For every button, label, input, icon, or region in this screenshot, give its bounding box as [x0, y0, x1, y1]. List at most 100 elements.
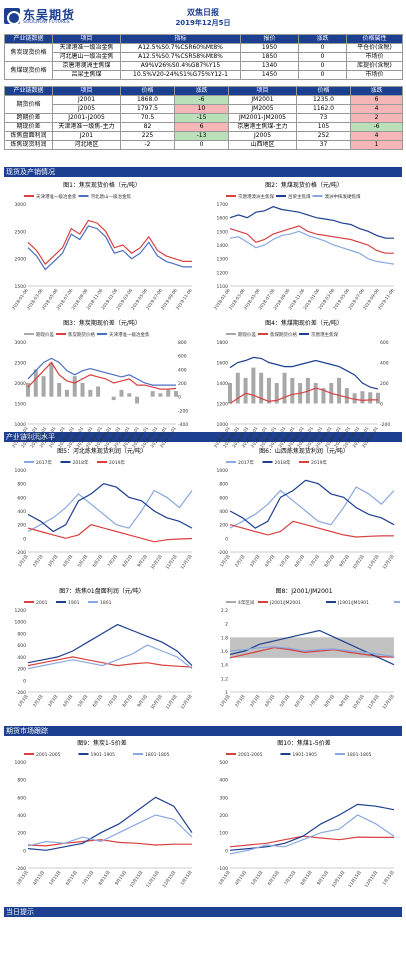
x-tick-label: 11月15日 [347, 870, 363, 889]
x-tick-label: 6月15日 [267, 870, 281, 887]
y-tick-label: 0 [23, 536, 26, 542]
spec-cell: A12.5%S0.7%CSR58%Mt8% [120, 52, 241, 62]
section-daily-tips: 当日提示 [4, 907, 402, 917]
legend-entry: 1901 [68, 600, 80, 606]
x-tick-label: 11月15日 [145, 870, 161, 889]
attr-cell: 市场价 [346, 52, 403, 62]
column-header: 项目 [52, 34, 121, 44]
item-cell: 京唐港主焦煤-主力 [228, 122, 297, 132]
chart-caption: 图2：焦煤现货价格（元/吨） [265, 182, 343, 189]
x-tick-label: 4月15日 [234, 870, 248, 887]
series-line [27, 357, 176, 386]
x-tick-label: 12月2日 [179, 554, 193, 571]
x-tick-label: 10月15日 [331, 870, 347, 889]
table-row: 跨期价差 J2001-J2005 70.5 -15 JM2001-JM2005 73 2 [4, 113, 403, 123]
table-row: J2005 1797.5 10 JM2005 1162.0 4 [5, 104, 403, 114]
table-row: 吕梁主焦煤 10.5%V20-24%S1%G75%Y12-1 1450 0 市场价 [5, 70, 403, 80]
y-tick-label: 200 [219, 813, 228, 819]
x-tick-label: 10月3日 [352, 694, 366, 711]
price-cell: 70.5 [120, 113, 175, 123]
bar [174, 391, 178, 397]
chart-caption: 图3：焦炭期现价差（元/吨） [63, 320, 141, 327]
table-row: 河北唐山一级冶金焦 A12.5%S0.7%CSR58%Mt8% 1850 0 市场价 [5, 52, 403, 62]
section-industry-profit: 产业链利润水平 [4, 432, 402, 442]
series-line [229, 225, 394, 254]
y-tick-label: 600 [219, 495, 228, 501]
change-cell: 6 [174, 122, 229, 132]
item-cell: 天津港准一级焦-主力 [52, 122, 121, 132]
change-cell: 6 [350, 95, 403, 105]
x-tick-label: 5月2日 [76, 554, 89, 569]
bar [290, 377, 295, 404]
legend-entry: 2001-2005 [238, 752, 263, 758]
chart-f10: 2001-2005 1901-1905 1801-1805 500 400 300 200 1… [217, 752, 395, 889]
table-row: 炼焦现货利润 河北地区 -2 0 山西地区 37 1 [4, 140, 403, 150]
change-cell: 2 [350, 113, 403, 123]
y2-tick-label: -400 [178, 422, 188, 428]
bar [57, 383, 62, 397]
y2-tick-label: 600 [178, 354, 187, 360]
chart-f5: 2017年 2018年 2019年10008006004002000-2001月2日… [15, 459, 194, 571]
y-tick-label: -200 [16, 866, 26, 872]
x-tick-label: 12月2日 [381, 554, 395, 571]
x-tick-label: 2月3日 [234, 694, 247, 709]
y-tick-label: 200 [219, 523, 228, 529]
chart-f4: 期现价差 焦煤期货价格 京唐港主焦煤 1800 1600 1400 1200 1000 600 4… [213, 331, 391, 449]
x-tick-label: 9月3日 [338, 694, 351, 709]
y-tick-label: 400 [17, 655, 26, 661]
change-cell: -6 [350, 122, 403, 132]
x-tick-label: 10月15日 [129, 870, 145, 889]
series-line [229, 520, 395, 538]
x-tick-label: 12月15日 [363, 870, 379, 889]
x-tick-label: 12月3日 [179, 694, 193, 711]
row-group-label: 焦炭现货价格 [4, 43, 53, 62]
y-tick-label: 2500 [15, 361, 27, 367]
x-tick-label: 5月15日 [250, 870, 264, 887]
item-cell: JM2001 [228, 95, 297, 105]
x-tick-label: 2月2日 [234, 554, 247, 569]
chart-f9: 2001-2005 1901-1905 1801-1805 1000 800 600 400… [15, 752, 194, 889]
change-cell: -6 [174, 95, 229, 105]
x-tick-label: 5月15日 [48, 870, 62, 887]
y-tick-label: 800 [219, 482, 228, 488]
logo-en: SOOCHOW FUTURES [23, 20, 70, 25]
x-tick-label: 8月2日 [323, 554, 336, 569]
y2-tick-label: -200 [380, 422, 390, 428]
legend-entry: 2001-2005 [36, 752, 61, 758]
x-tick-label: 10月2日 [352, 554, 366, 571]
chart-caption: 图7：炼焦01盘面利润（元/吨） [59, 588, 145, 595]
column-header: 价格 [120, 86, 175, 96]
series-line [229, 387, 378, 405]
x-tick-label: 4月15日 [32, 870, 46, 887]
column-header: 报价 [240, 34, 299, 44]
price-cell: 105 [296, 122, 351, 132]
bar [368, 392, 373, 404]
y-tick-label: 1300 [217, 257, 229, 263]
x-tick-label: 9月2日 [136, 554, 149, 569]
price-cell: 1235.0 [296, 95, 351, 105]
x-tick-label: 3月3日 [249, 694, 262, 709]
company-logo: 东吴期货 SOOCHOW FUTURES [4, 6, 84, 28]
column-header: 产业链数据 [4, 34, 53, 44]
x-tick-label: 11月3日 [366, 694, 380, 711]
y-tick-label: 400 [219, 509, 228, 515]
bar [96, 386, 101, 397]
legend-entry: 吕梁主焦煤 [288, 193, 311, 200]
row-group-label: 炼焦现货利润 [4, 140, 53, 150]
bar [274, 383, 279, 404]
bar [321, 388, 326, 404]
legend-entry: 2017年 [36, 459, 52, 466]
item-cell: J2005 [52, 104, 121, 114]
chart-caption: 图6：山西炼焦现货利润（元/吨） [259, 448, 349, 455]
bar [33, 369, 38, 397]
item-cell: 京唐港澳洲主焦煤 [52, 61, 121, 71]
y-tick-label: 500 [219, 760, 228, 766]
legend-entry: 1901-1905 [91, 752, 116, 758]
y-tick-label: -200 [16, 690, 26, 696]
series-line [229, 814, 395, 855]
legend-entry: 2019年 [311, 459, 327, 466]
chart-caption: 图8：J2001/JM2001 [275, 588, 333, 595]
series-line [229, 835, 394, 848]
series-line [27, 814, 193, 847]
chart-f2: 京唐港澳洲主焦煤 吕梁主焦煤 澳洲中挥发硬焦煤 1700 1600 1500 1400 130… [213, 193, 395, 311]
